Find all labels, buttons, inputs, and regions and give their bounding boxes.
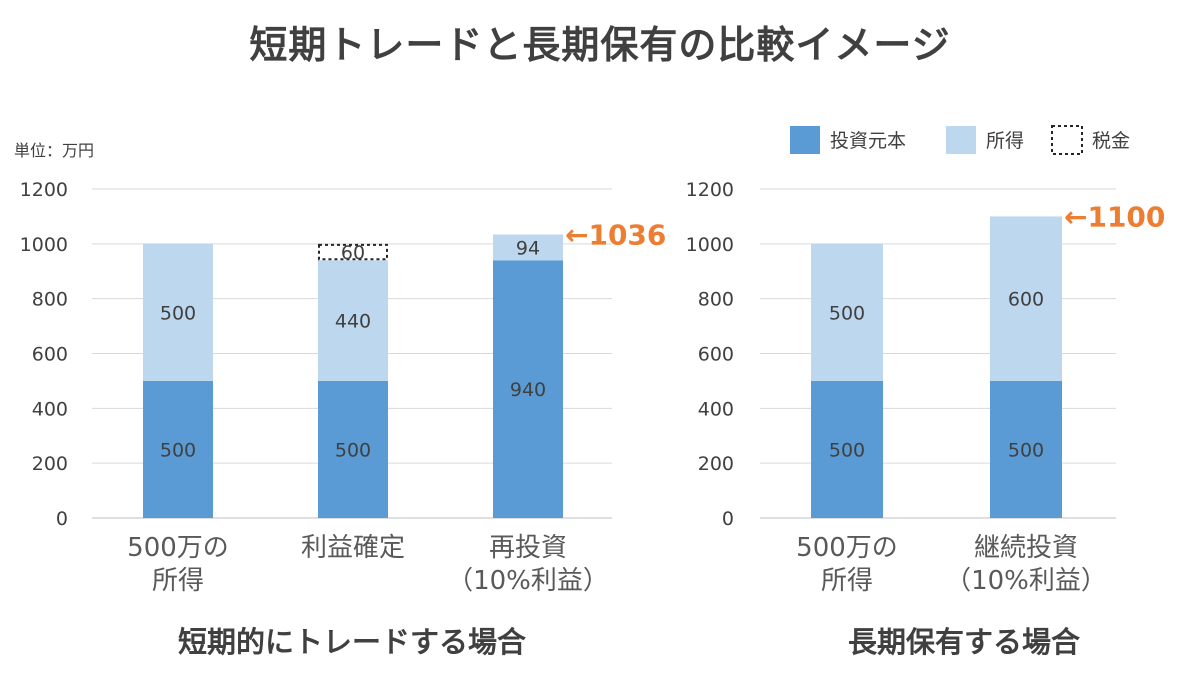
legend-swatch	[1051, 125, 1083, 155]
bar-segment	[493, 260, 563, 518]
bar-segment	[493, 234, 563, 261]
y-tick-label: 0	[56, 508, 68, 530]
data-label: 940	[510, 379, 546, 401]
bar-segment	[990, 216, 1062, 381]
x-tick-label: 所得	[821, 566, 873, 596]
data-label: 500	[1008, 439, 1044, 461]
bar-segment	[811, 243, 883, 381]
page-title: 短期トレードと長期保有の比較イメージ	[249, 23, 951, 67]
y-tick-label: 400	[698, 398, 734, 420]
y-tick-label: 800	[698, 289, 734, 311]
data-label: 60	[341, 242, 365, 264]
legend-swatch	[790, 126, 820, 154]
x-tick-label: （10%利益）	[945, 566, 1107, 596]
bar-segment	[318, 260, 388, 381]
data-label: 500	[829, 302, 865, 324]
data-label: 440	[335, 311, 371, 333]
x-tick-label: 再投資	[489, 533, 567, 563]
legend-label: 税金	[1092, 130, 1130, 152]
legend-swatch	[946, 126, 976, 154]
y-tick-label: 1200	[686, 179, 734, 201]
x-tick-label: 500万の	[127, 533, 229, 563]
bar-segment	[811, 380, 883, 518]
data-label: 500	[160, 302, 196, 324]
y-tick-label: 1000	[20, 234, 68, 256]
data-label: 600	[1008, 289, 1044, 311]
bar-segment	[990, 380, 1062, 518]
y-tick-label: 1000	[686, 234, 734, 256]
x-tick-label: （10%利益）	[447, 566, 609, 596]
total-callout: ←1036	[565, 219, 666, 252]
y-tick-label: 600	[698, 344, 734, 366]
data-label: 94	[516, 237, 540, 259]
unit-label: 単位：万円	[14, 141, 94, 160]
x-tick-label: 継続投資	[974, 533, 1078, 563]
x-tick-label: 利益確定	[301, 533, 405, 563]
y-tick-label: 400	[32, 398, 68, 420]
legend-label: 所得	[986, 130, 1024, 152]
total-callout: ←1100	[1064, 200, 1165, 233]
bar-segment	[318, 243, 388, 261]
bar-segment	[143, 380, 213, 518]
data-label: 500	[335, 439, 371, 461]
y-tick-label: 800	[32, 289, 68, 311]
chart-subtitle: 短期的にトレードする場合	[178, 625, 526, 659]
bar-segment	[318, 380, 388, 518]
y-tick-label: 0	[722, 508, 734, 530]
y-tick-label: 600	[32, 344, 68, 366]
y-tick-label: 200	[32, 453, 68, 475]
y-tick-label: 1200	[20, 179, 68, 201]
legend: 投資元本 所得 税金	[790, 125, 1130, 155]
x-tick-label: 500万の	[796, 533, 898, 563]
legend-label: 投資元本	[830, 130, 906, 152]
data-label: 500	[160, 439, 196, 461]
chart-subtitle: 長期保有する場合	[848, 625, 1080, 659]
data-label: 500	[829, 439, 865, 461]
x-tick-label: 所得	[152, 566, 204, 596]
y-tick-label: 200	[698, 453, 734, 475]
bar-segment	[143, 243, 213, 381]
